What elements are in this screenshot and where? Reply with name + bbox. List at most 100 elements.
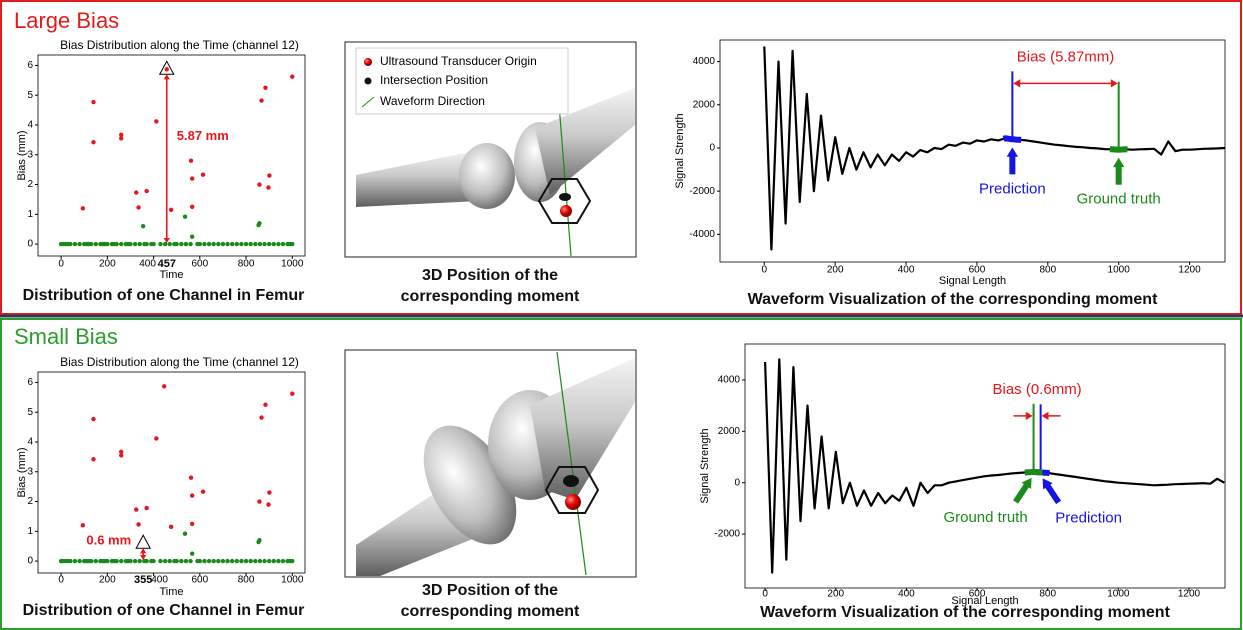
x-axis-label: Time <box>159 269 183 281</box>
red-point <box>266 185 270 189</box>
green-point <box>211 242 215 246</box>
green-point <box>281 242 285 246</box>
transducer-ball <box>560 205 572 217</box>
x-tick-label: 800 <box>1039 589 1056 600</box>
green-point <box>202 559 206 563</box>
figure: Large Bias Small Bias Ultrasound Transdu… <box>0 0 1243 630</box>
x-tick-label: 800 <box>238 575 255 586</box>
red-point <box>190 522 194 526</box>
red-point <box>259 415 263 419</box>
green-point <box>211 559 215 563</box>
red-point <box>144 506 148 510</box>
green-point <box>68 242 72 246</box>
pointer-arrow <box>1047 484 1059 502</box>
green-point <box>248 242 252 246</box>
y-tick-label: 4 <box>27 437 33 448</box>
red-point <box>267 490 271 494</box>
green-point <box>128 559 132 563</box>
legend-marker <box>365 78 372 85</box>
arrow-head <box>1111 79 1118 87</box>
legend-marker <box>364 58 372 66</box>
y-tick-label: 6 <box>27 377 33 388</box>
green-point <box>119 559 123 563</box>
green-point <box>114 559 118 563</box>
red-point <box>266 502 270 506</box>
red-point <box>134 507 138 511</box>
y-tick-label: 2000 <box>693 99 716 110</box>
arrow-head <box>1042 412 1049 420</box>
page: {"sections": [ {"title": "Large Bias", "… <box>0 0 1243 630</box>
green-point <box>272 242 276 246</box>
green-point <box>258 559 262 563</box>
caption: Waveform Visualization of the correspond… <box>748 291 1159 308</box>
bias-label: Bias (0.6mm) <box>993 381 1082 398</box>
ground-truth-label: Ground truth <box>943 509 1027 526</box>
green-point <box>216 559 220 563</box>
x-tick-label: 600 <box>191 259 208 270</box>
red-point <box>263 86 267 90</box>
green-point <box>216 242 220 246</box>
green-point <box>244 559 248 563</box>
green-point <box>158 242 162 246</box>
x-tick-label: 1000 <box>1108 265 1131 276</box>
y-tick-label: 3 <box>27 149 33 160</box>
y-axis-label: Bias (mm) <box>16 447 28 497</box>
bone-head <box>459 143 515 209</box>
green-point <box>239 559 243 563</box>
green-point <box>94 559 98 563</box>
green-point <box>128 242 132 246</box>
green-point <box>221 559 225 563</box>
green-point <box>253 242 257 246</box>
green-point <box>151 242 155 246</box>
green-point <box>244 242 248 246</box>
red-point <box>165 67 169 71</box>
red-point <box>162 384 166 388</box>
x-tick-label: 800 <box>1039 265 1056 276</box>
green-point <box>179 242 183 246</box>
x-tick-label: 0 <box>762 265 768 276</box>
y-tick-label: 1 <box>27 209 33 220</box>
green-point <box>276 242 280 246</box>
red-point <box>136 522 140 526</box>
y-tick-label: 4000 <box>693 56 716 67</box>
red-point <box>81 523 85 527</box>
highlight-tick-label: 355 <box>134 574 152 586</box>
green-point <box>198 242 202 246</box>
green-point <box>73 242 77 246</box>
x-tick-label: 0 <box>58 575 64 586</box>
plot-frame <box>38 55 305 256</box>
red-point <box>267 173 271 177</box>
plot-title: Bias Distribution along the Time (channe… <box>60 38 299 52</box>
green-point <box>163 559 167 563</box>
red-point <box>91 140 95 144</box>
red-point <box>189 159 193 163</box>
green-point <box>105 559 109 563</box>
green-point <box>225 559 229 563</box>
green-point <box>105 242 109 246</box>
red-point <box>201 173 205 177</box>
x-tick-label: 1200 <box>1178 589 1201 600</box>
green-point <box>248 559 252 563</box>
prediction-label: Prediction <box>1055 509 1122 526</box>
green-point <box>225 242 229 246</box>
green-point <box>133 242 137 246</box>
green-point <box>184 242 188 246</box>
green-point <box>230 559 234 563</box>
green-point <box>262 559 266 563</box>
green-point <box>190 234 194 238</box>
green-point <box>168 242 172 246</box>
green-point <box>168 559 172 563</box>
y-axis-label: Signal Strength <box>674 113 686 188</box>
green-point <box>198 559 202 563</box>
x-axis-label: Signal Length <box>939 275 1006 287</box>
y-tick-label: -4000 <box>689 229 715 240</box>
green-point <box>133 559 137 563</box>
green-point <box>230 242 234 246</box>
green-point <box>73 559 77 563</box>
red-point <box>290 75 294 79</box>
y-tick-label: 3 <box>27 466 33 477</box>
green-point <box>207 559 211 563</box>
y-tick-label: -2000 <box>689 186 715 197</box>
bias-label: 5.87 mm <box>177 128 229 143</box>
green-point <box>221 242 225 246</box>
